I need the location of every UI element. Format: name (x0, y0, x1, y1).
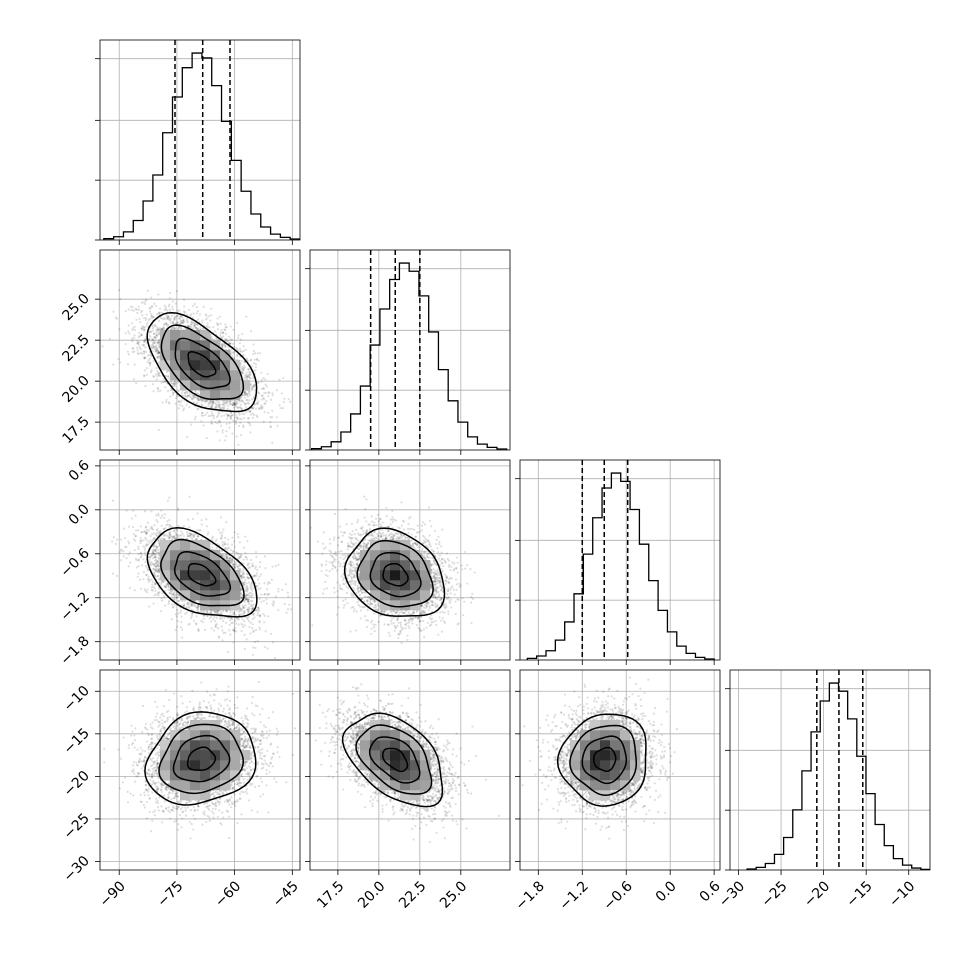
contour-line-3 (146, 526, 258, 618)
contour-line-1 (581, 735, 628, 785)
x-tick-label: 17.5 (314, 878, 347, 911)
y-tick-label: 0.0 (66, 501, 93, 528)
contour-line-2 (158, 723, 245, 795)
histogram-panel-0 (100, 40, 300, 240)
x-tick-label: −20 (801, 878, 833, 910)
x-tick-label: −0.6 (600, 878, 635, 913)
x-tick-label: −60 (212, 878, 244, 910)
x-tick-label: 20.0 (355, 878, 388, 911)
scatter-panel-1-3 (310, 670, 510, 870)
scatter-panel-0-2 (100, 460, 300, 660)
y-tick-label: 0.6 (66, 457, 93, 484)
contour-line-1 (173, 551, 232, 597)
y-tick-label: 22.5 (59, 332, 92, 365)
contour-line-2 (569, 724, 638, 796)
x-tick-label: −25 (758, 878, 790, 910)
y-tick-label: 17.5 (59, 414, 92, 447)
contour-line-1 (369, 551, 422, 598)
y-tick-label: −1.2 (57, 589, 92, 624)
x-tick-label: −75 (154, 878, 186, 910)
histogram-panel-3 (730, 670, 930, 870)
contour-line-3 (343, 527, 446, 617)
contour-line-2 (356, 539, 434, 608)
y-tick-label: −20 (61, 768, 93, 800)
scatter-panel-2-3 (520, 670, 720, 870)
contour-line-0 (593, 746, 617, 772)
panel-frame-1-2 (309, 459, 511, 661)
contour-line-3 (556, 713, 647, 807)
contour-line-0 (382, 562, 409, 587)
x-tick-label: −30 (716, 878, 748, 910)
y-tick-label: −0.6 (57, 545, 92, 580)
histogram-step-line (526, 472, 715, 660)
panel-frame-1-3 (309, 669, 511, 871)
contour-line-2 (160, 538, 245, 607)
density-cells (360, 720, 431, 801)
contour-line-0 (382, 747, 409, 773)
contour-line-1 (174, 337, 231, 390)
y-tick-label: −15 (61, 725, 93, 757)
density-cells (570, 720, 641, 801)
panel-frame-2-2 (519, 459, 721, 661)
contour-line-1 (172, 734, 231, 783)
histogram-step-line (310, 262, 508, 450)
y-tick-label: −10 (61, 683, 93, 715)
x-tick-label: 22.5 (396, 878, 429, 911)
contour-line-1 (368, 736, 421, 784)
histogram-panel-1 (310, 250, 510, 450)
x-tick-label: −1.2 (557, 878, 592, 913)
panel-frame-1-1 (309, 249, 511, 451)
contour-line-2 (160, 324, 245, 400)
panel-frame-0-0 (99, 39, 301, 241)
panel-frame-0-1 (99, 249, 301, 451)
histogram-step-line (103, 52, 300, 240)
contour-line-0 (186, 746, 217, 771)
y-tick-label: 20.0 (59, 373, 92, 406)
scatter-panel-1-2 (310, 460, 510, 660)
x-tick-label: −15 (844, 878, 876, 910)
contour-line-3 (146, 311, 258, 413)
x-tick-label: −45 (270, 878, 302, 910)
y-tick-label: −25 (61, 810, 93, 842)
y-tick-label: −30 (61, 853, 93, 885)
x-tick-label: 0.0 (653, 878, 680, 905)
x-tick-label: −90 (97, 878, 129, 910)
contour-line-3 (144, 711, 257, 806)
scatter-panel-0-1 (100, 250, 300, 450)
contour-line-0 (187, 351, 217, 378)
panel-frame-0-2 (99, 459, 301, 661)
y-tick-label: −1.8 (57, 633, 92, 668)
y-tick-label: 25.0 (59, 291, 92, 324)
panel-frame-3-3 (729, 669, 931, 871)
panel-frame-0-3 (99, 669, 301, 871)
contour-line-0 (187, 562, 217, 587)
panel-frame-2-3 (519, 669, 721, 871)
contour-line-2 (355, 724, 433, 795)
scatter-panel-0-3 (100, 670, 300, 870)
x-tick-label: −10 (886, 878, 918, 910)
contour-line-3 (341, 712, 444, 808)
x-tick-label: 25.0 (437, 878, 470, 911)
x-tick-label: −1.8 (513, 878, 548, 913)
histogram-panel-2 (520, 460, 720, 660)
